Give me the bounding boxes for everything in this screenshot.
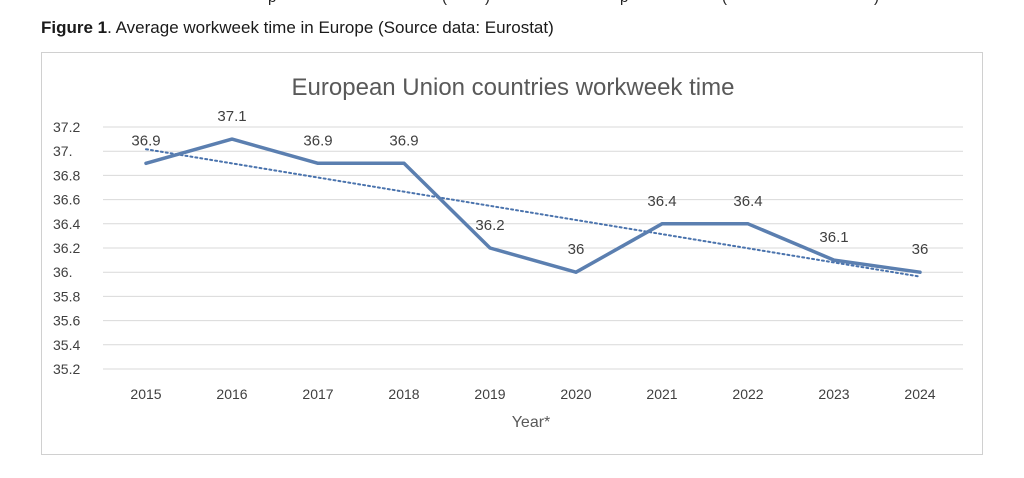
cropped-text-fragment: p (620, 0, 628, 6)
data-point (316, 161, 320, 165)
data-label: 36 (568, 241, 585, 258)
cropped-text-strip: p ( ) p ( ) (0, 0, 1024, 6)
x-tick-label: 2021 (646, 386, 677, 402)
x-axis-title: Year* (512, 414, 551, 431)
y-tick-label: 35.8 (53, 288, 80, 304)
x-axis-ticks: 2015 2016 2017 2018 2019 2020 2021 2022 2023 2024 (130, 386, 935, 402)
series-group (144, 137, 922, 274)
x-tick-label: 2020 (560, 386, 591, 402)
x-tick-label: 2019 (474, 386, 505, 402)
data-label: 36.9 (303, 132, 332, 149)
x-tick-label: 2024 (904, 386, 935, 402)
data-label: 36.4 (647, 193, 676, 210)
data-point (746, 222, 750, 226)
y-tick-label: 36.4 (53, 216, 80, 232)
cropped-text-fragment: ) (874, 0, 879, 6)
y-tick-label: 36. (53, 264, 72, 280)
data-label: 36.2 (475, 217, 504, 234)
y-tick-label: 36.2 (53, 240, 80, 256)
x-tick-label: 2017 (302, 386, 333, 402)
y-tick-label: 35.4 (53, 337, 80, 353)
chart-frame: European Union countries workweek time 3… (41, 52, 983, 455)
x-tick-label: 2016 (216, 386, 247, 402)
line-chart: European Union countries workweek time 3… (53, 74, 963, 431)
data-point (488, 246, 492, 250)
x-tick-label: 2023 (818, 386, 849, 402)
y-tick-label: 35.2 (53, 361, 80, 377)
x-tick-label: 2015 (130, 386, 161, 402)
figure-caption-text: . Average workweek time in Europe (Sourc… (107, 18, 554, 37)
data-label: 36.9 (389, 132, 418, 149)
cropped-text-fragment: ( (722, 0, 727, 6)
series-line (144, 137, 922, 274)
data-point (832, 258, 836, 262)
cropped-text-fragment: p (268, 0, 276, 6)
data-labels: 36.9 37.1 36.9 36.9 36.2 36 36.4 36.4 36.1 36 (131, 108, 928, 258)
y-axis-ticks: 35.2 35.4 35.6 35.8 36. 36.2 36.4 36.6 36.8 37. 37… (53, 119, 80, 377)
data-label: 36 (912, 241, 929, 258)
data-point (402, 161, 406, 165)
data-point (918, 270, 922, 274)
x-tick-label: 2022 (732, 386, 763, 402)
figure-caption: Figure 1. Average workweek time in Europ… (41, 18, 554, 38)
y-tick-label: 35.6 (53, 313, 80, 329)
chart-title: European Union countries workweek time (292, 74, 735, 101)
data-label: 36.9 (131, 132, 160, 149)
trendline-group (145, 148, 921, 278)
y-tick-label: 37.2 (53, 119, 80, 135)
data-label: 36.1 (819, 229, 848, 246)
y-tick-label: 36.8 (53, 167, 80, 183)
trendline (145, 148, 921, 278)
y-tick-label: 36.6 (53, 192, 80, 208)
data-point (660, 222, 664, 226)
cropped-text-fragment: ) (485, 0, 490, 6)
data-label: 36.4 (733, 193, 762, 210)
figure-caption-label: Figure 1 (41, 18, 108, 37)
data-label: 37.1 (217, 108, 246, 125)
gridlines (103, 126, 963, 370)
cropped-text-fragment: ( (442, 0, 447, 6)
data-point (230, 137, 234, 141)
data-point (574, 270, 578, 274)
x-tick-label: 2018 (388, 386, 419, 402)
data-point (144, 161, 148, 165)
y-tick-label: 37. (53, 143, 72, 159)
